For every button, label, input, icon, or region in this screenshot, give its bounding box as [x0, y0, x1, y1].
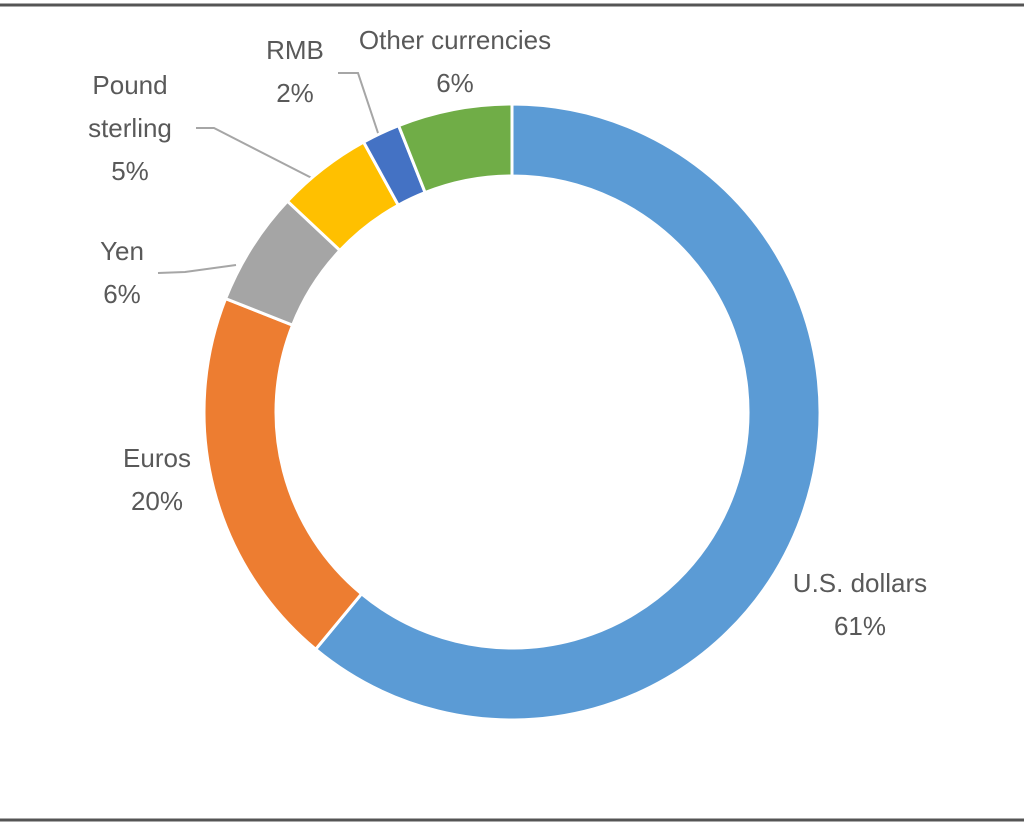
value-label: 20% — [131, 486, 183, 516]
leader-line — [157, 264, 237, 274]
value-label: 6% — [103, 279, 141, 309]
leader-line — [196, 127, 346, 196]
slice-label: Other currencies — [359, 25, 551, 55]
value-label: 6% — [436, 68, 474, 98]
value-label: 5% — [111, 156, 149, 186]
slice-label: Yen — [100, 236, 144, 266]
leader-line — [338, 72, 389, 164]
slice-label: Pound sterling — [88, 70, 172, 143]
value-label: 61% — [834, 611, 886, 641]
donut-slice — [313, 102, 822, 722]
slice-label: U.S. dollars — [793, 568, 927, 598]
value-label: 2% — [276, 78, 314, 108]
slice-label: Euros — [123, 443, 191, 473]
slice-label: RMB — [266, 35, 324, 65]
donut-slice — [396, 102, 514, 195]
